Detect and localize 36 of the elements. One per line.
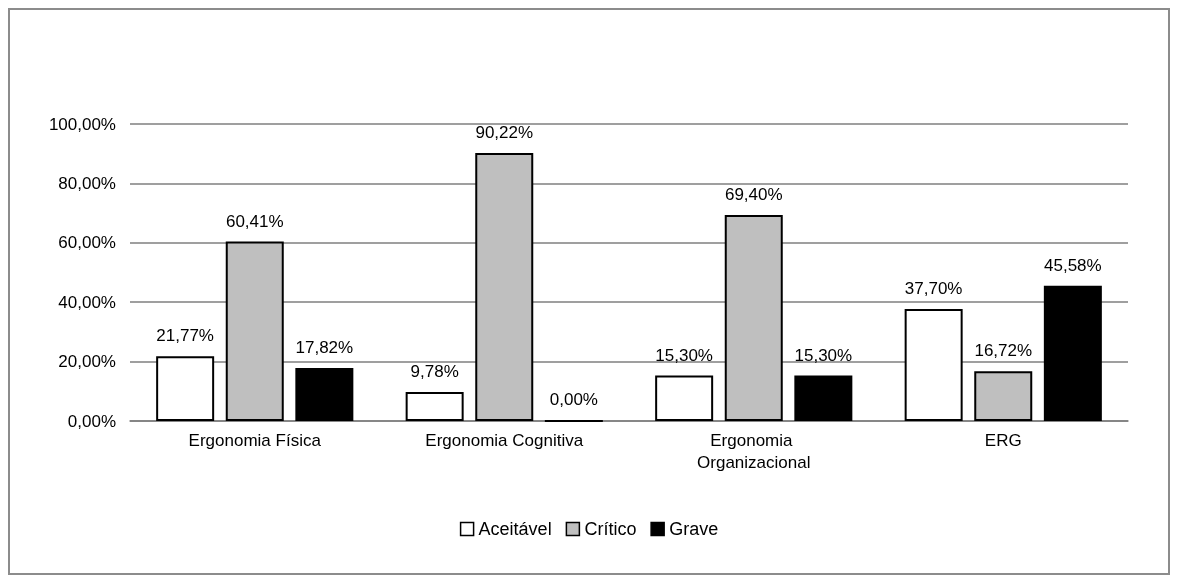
data-label: 9,78% bbox=[410, 361, 459, 381]
y-tick-label: 0,00% bbox=[67, 411, 116, 431]
bar bbox=[655, 375, 714, 421]
x-tick-label: ERG bbox=[984, 430, 1022, 450]
legend-label: Crítico bbox=[584, 519, 637, 539]
y-tick-label: 100,00% bbox=[48, 114, 116, 134]
bar bbox=[225, 241, 284, 421]
data-label: 21,77% bbox=[156, 326, 214, 346]
data-label: 69,40% bbox=[724, 184, 783, 204]
bar bbox=[974, 371, 1033, 421]
data-label: 17,82% bbox=[295, 338, 354, 358]
bar bbox=[794, 375, 853, 421]
y-tick-label: 60,00% bbox=[58, 233, 116, 253]
y-tick-label: 20,00% bbox=[58, 352, 116, 372]
bar bbox=[405, 391, 464, 421]
data-label: 37,70% bbox=[904, 279, 963, 299]
legend-label: Grave bbox=[669, 519, 719, 539]
data-label: 45,58% bbox=[1044, 255, 1102, 275]
data-label: 15,30% bbox=[794, 345, 853, 365]
bar bbox=[1043, 285, 1102, 421]
bar bbox=[904, 309, 963, 421]
bar bbox=[295, 368, 354, 421]
x-tick-label: Ergonomia Física bbox=[188, 430, 322, 450]
data-label: 0,00% bbox=[549, 390, 598, 409]
y-tick-label: 80,00% bbox=[58, 173, 116, 193]
bar bbox=[475, 153, 534, 421]
data-label: 16,72% bbox=[974, 341, 1033, 361]
data-label: 15,30% bbox=[655, 345, 713, 365]
x-tick-label: Ergonomia Cognitiva bbox=[425, 430, 584, 450]
data-label: 90,22% bbox=[475, 123, 534, 143]
legend-label: Aceitável bbox=[478, 519, 552, 539]
x-tick-label: Ergonomia Organizacional bbox=[697, 430, 811, 472]
bar bbox=[156, 356, 215, 421]
bar bbox=[724, 214, 783, 421]
data-label: 60,41% bbox=[225, 211, 284, 231]
y-tick-label: 40,00% bbox=[58, 292, 116, 312]
